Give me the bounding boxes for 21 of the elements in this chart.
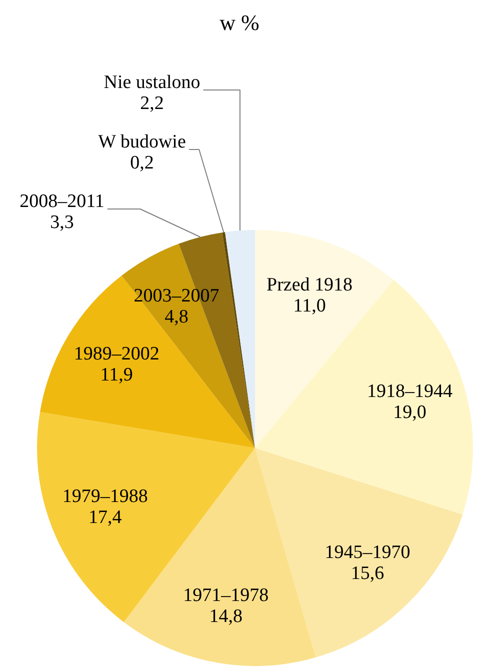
slice-label: W budowie	[98, 131, 186, 152]
data-label: 14,8	[209, 606, 242, 628]
slice-label: 1979–1988	[62, 486, 148, 508]
slice-label: 1971–1978	[183, 585, 269, 606]
slice-label: 1989–2002	[74, 344, 160, 365]
slice-label: 2008–2011	[20, 190, 104, 212]
data-label: 4,8	[164, 306, 188, 328]
chart-title: w %	[220, 10, 260, 35]
slice-label: 1945–1970	[324, 542, 410, 564]
data-label: 17,4	[88, 507, 122, 528]
data-label: 0,2	[130, 152, 154, 174]
data-label: 2,2	[140, 92, 164, 114]
data-label: 3,3	[50, 212, 74, 233]
slice-label: 1918–1944	[367, 381, 454, 402]
slice-label: 2003–2007	[134, 286, 220, 307]
data-label: 11,9	[100, 364, 133, 386]
slice-label: Przed 1918	[266, 274, 353, 296]
data-label: 15,6	[350, 563, 384, 584]
slice-label: Nie ustalono	[104, 72, 200, 93]
data-label: 19,0	[393, 402, 426, 424]
data-label: 11,0	[293, 296, 326, 317]
